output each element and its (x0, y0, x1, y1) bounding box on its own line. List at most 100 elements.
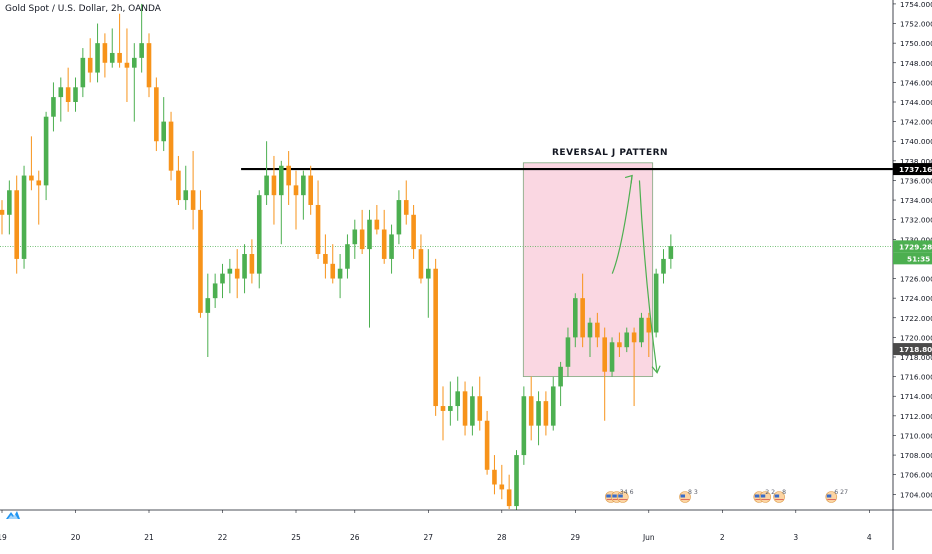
candle (528, 376, 534, 441)
candle-body (580, 298, 585, 338)
candle-body (631, 332, 637, 343)
candle-body (396, 200, 402, 235)
candle (381, 209, 387, 264)
candle-body (433, 268, 438, 407)
candle-body (389, 234, 394, 259)
candle (595, 312, 600, 348)
candle (264, 141, 269, 205)
candle (293, 170, 299, 230)
candle-body (477, 396, 483, 421)
price-axis[interactable]: 1704.000 1706.000 1708.000 1710.000 1712.000… (892, 0, 932, 550)
price-tick-label: 1738.000 (900, 157, 932, 166)
candle-body (440, 406, 446, 411)
candle (43, 111, 49, 201)
candle-body (29, 175, 34, 181)
candle-body (109, 52, 115, 63)
candle (176, 155, 181, 205)
candle (418, 234, 424, 284)
candle-body (426, 268, 431, 279)
time-tick-label: 20 (71, 533, 81, 542)
annotation-arrow-layer (611, 174, 661, 374)
event-marker: 2 2 (753, 489, 775, 503)
candle-body (183, 190, 189, 201)
flag-canton (826, 494, 832, 498)
candle (433, 258, 438, 416)
candle (514, 450, 519, 510)
candle-body (352, 229, 358, 245)
resistance-price-badge-bg (893, 163, 932, 176)
candle (580, 273, 585, 348)
candle (550, 376, 556, 431)
candle (117, 13, 122, 68)
price-tick-label: 1744.000 (900, 98, 932, 107)
event-marker: 6 27 (825, 489, 848, 503)
time-tick-label: 21 (144, 533, 154, 542)
candle (161, 97, 166, 152)
candle-body (234, 268, 240, 279)
candle (462, 381, 468, 436)
candle-body (646, 317, 652, 333)
candle-body (411, 214, 416, 250)
candle-body (293, 185, 299, 196)
arrowhead-down-icon (651, 365, 661, 374)
candle-body (499, 484, 505, 490)
time-axis[interactable]: 19 20 21 22 25 26 27 28 29 Jun 2 3 4 (0, 509, 932, 542)
current-price-badge-text: 1729.282 (899, 242, 932, 251)
candle (617, 332, 622, 357)
candle-body (514, 455, 519, 507)
candle (279, 160, 284, 245)
candle-body (367, 219, 372, 250)
candle-body (43, 116, 49, 186)
candle-body (168, 121, 174, 171)
price-tick-label: 1712.000 (900, 412, 932, 421)
event-marker-label: 34 6 (620, 489, 634, 496)
annotation-box-layer (522, 162, 654, 378)
price-tick-label: 1732.000 (900, 216, 932, 225)
candle (587, 317, 593, 357)
arrow-up-leg (611, 175, 633, 274)
candle-body (7, 190, 12, 215)
candle (367, 209, 372, 328)
candle-body (521, 396, 527, 456)
time-tick-label: 2 (720, 533, 725, 542)
candle-body (249, 254, 255, 274)
price-tick-label: 1708.000 (900, 451, 932, 460)
candle-body (337, 268, 343, 279)
price-tick-label: 1710.000 (900, 431, 932, 440)
crosshair-price-badge-bg (893, 343, 932, 356)
candle-body (573, 298, 578, 338)
price-tick-label: 1748.000 (900, 59, 932, 68)
time-tick-label: 28 (497, 533, 507, 542)
candle (124, 28, 130, 102)
flag-canton (760, 494, 766, 498)
candle (65, 67, 71, 112)
time-tick-label: 22 (218, 533, 228, 542)
tradingview-logo-icon[interactable] (5, 508, 21, 522)
candle (146, 33, 152, 98)
candle (543, 391, 549, 436)
candle (87, 38, 93, 83)
candle (403, 180, 409, 225)
candle (212, 273, 218, 308)
candle (21, 165, 27, 269)
candle (352, 219, 358, 259)
candle (536, 391, 541, 446)
candle-body (80, 57, 86, 88)
resistance-price-badge-text: 1737.161 (899, 165, 932, 174)
candle (271, 155, 277, 225)
candle (51, 82, 56, 132)
candle (80, 48, 86, 98)
countdown-badge: 51:35 (893, 252, 932, 265)
candle-body (58, 87, 64, 98)
candle-body (205, 298, 211, 313)
candle (499, 464, 505, 500)
candle-body (506, 489, 512, 507)
candle (506, 474, 512, 510)
candle-body (176, 170, 181, 201)
candle-body (301, 175, 306, 196)
time-tick-label: 4 (867, 533, 872, 542)
candle-body (455, 391, 460, 407)
candle-body (448, 406, 453, 411)
